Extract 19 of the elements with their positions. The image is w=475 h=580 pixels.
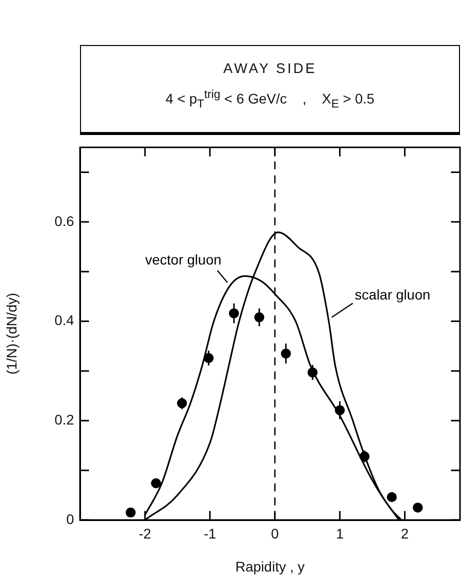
y-tick-label: 0.6 (54, 212, 74, 229)
point (126, 508, 136, 518)
x-tick-label: 0 (270, 525, 279, 542)
y-axis-title: (1/N)·(dN/dy) (3, 292, 20, 375)
y-tick-label: 0.2 (54, 412, 74, 428)
y-tick-label: 0.4 (54, 312, 74, 328)
point (386, 492, 397, 502)
chart-subtitle: 4 < p$_{T}$$^{trig}$ < 6 GeV/c , X$_{E}$ > 0.5 (164, 88, 376, 110)
x-tick-label: 2 (400, 525, 409, 542)
text: scalar gluon (354, 286, 430, 302)
point (151, 478, 161, 488)
y-tick-label: 0 (66, 510, 74, 527)
point (412, 502, 423, 513)
x-tick-label: -2 (138, 525, 152, 542)
series-label: vector gluon (145, 252, 222, 268)
chart-title: AWAY SIDE (222, 60, 318, 76)
x-tick-label: -1 (204, 525, 216, 542)
x-tick-label: 1 (336, 525, 344, 542)
x-axis-title: Rapidity , y (235, 558, 305, 574)
